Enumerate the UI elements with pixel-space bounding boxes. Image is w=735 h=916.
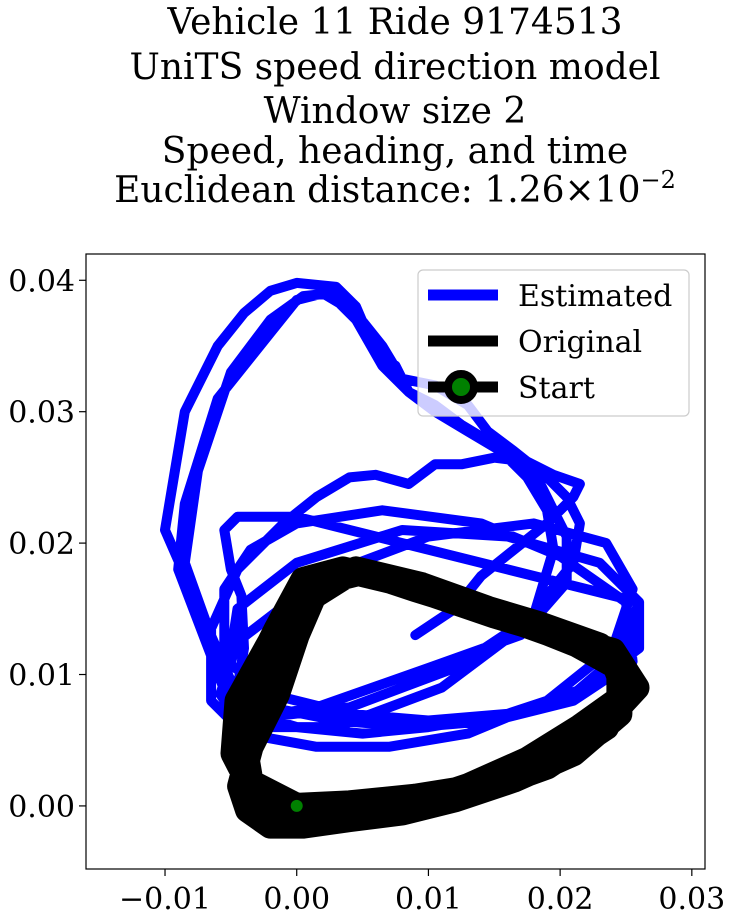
start-marker-layer bbox=[290, 799, 303, 812]
title-line-1: Vehicle 11 Ride 9174513 bbox=[166, 2, 622, 43]
title-line-2: UniTS speed direction model bbox=[130, 47, 661, 88]
y-tick-label: 0.00 bbox=[8, 790, 75, 825]
y-tick-label: 0.01 bbox=[8, 659, 75, 694]
series-line-original bbox=[220, 556, 650, 839]
y-tick-label: 0.04 bbox=[8, 264, 75, 299]
start-point-marker bbox=[290, 799, 303, 812]
x-tick-label: −0.01 bbox=[119, 882, 211, 916]
chart-title: Vehicle 11 Ride 9174513 UniTS speed dire… bbox=[114, 2, 676, 211]
plot-area bbox=[85, 253, 706, 870]
distance-label: Euclidean distance: bbox=[114, 170, 484, 211]
title-line-4: Speed, heading, and time bbox=[162, 131, 628, 172]
x-tick-label: 0.00 bbox=[263, 882, 330, 916]
legend: Estimated Original Start bbox=[417, 269, 690, 417]
x-axis-ticks: −0.01 0.00 0.01 0.02 0.03 bbox=[119, 869, 725, 916]
title-line-3: Window size 2 bbox=[264, 91, 527, 132]
series-layer bbox=[160, 277, 650, 839]
series-line-estimated bbox=[160, 277, 645, 811]
title-line-5: Euclidean distance: 1.26×10−2 bbox=[114, 166, 676, 211]
y-tick-label: 0.03 bbox=[8, 396, 75, 431]
x-tick-label: 0.02 bbox=[527, 882, 594, 916]
distance-exponent: −2 bbox=[641, 166, 676, 194]
legend-estimated-label: Estimated bbox=[518, 279, 672, 314]
distance-base: 10 bbox=[595, 170, 641, 211]
legend-start-label: Start bbox=[518, 371, 595, 406]
legend-original-label: Original bbox=[518, 325, 642, 360]
legend-box bbox=[417, 269, 690, 417]
y-tick-label: 0.02 bbox=[8, 527, 75, 562]
y-axis-ticks: 0.00 0.01 0.02 0.03 0.04 bbox=[8, 264, 86, 825]
axes-frame bbox=[85, 253, 706, 870]
legend-start-swatch-marker bbox=[444, 370, 478, 404]
x-tick-label: 0.01 bbox=[395, 882, 462, 916]
distance-times: × bbox=[565, 170, 595, 211]
distance-mantissa: 1.26 bbox=[484, 170, 564, 211]
x-tick-label: 0.03 bbox=[658, 882, 725, 916]
